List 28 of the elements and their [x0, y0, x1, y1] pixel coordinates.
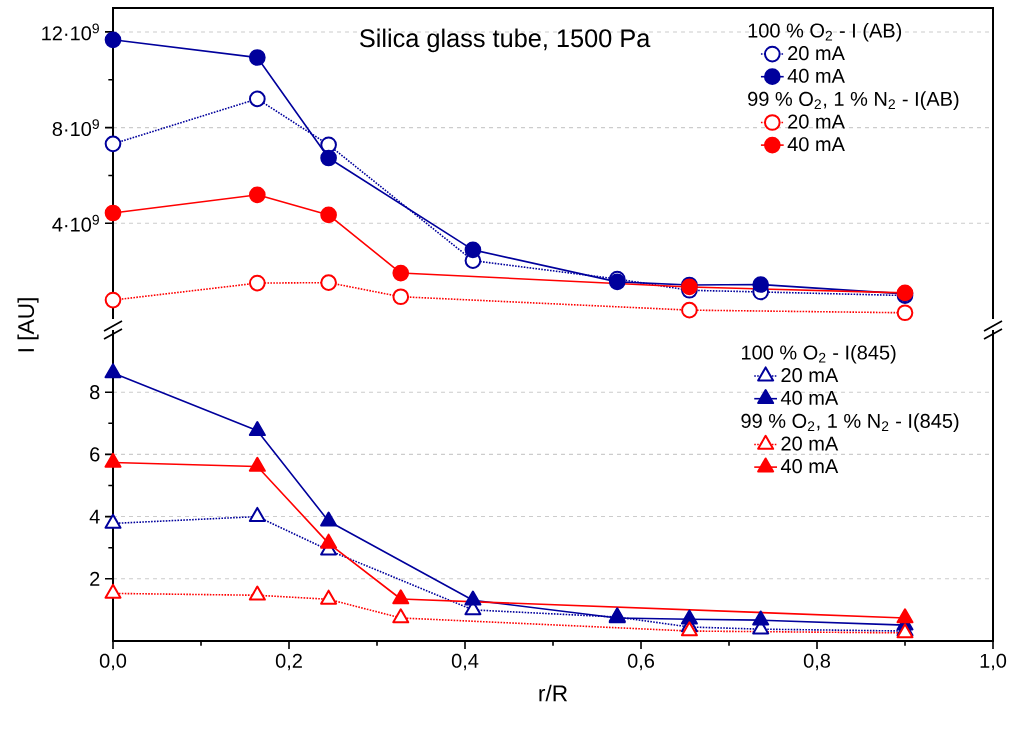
text: Silica glass tube, 1500 Pa — [360, 28, 651, 53]
x-tick-label: 0,8 — [803, 653, 831, 671]
y-tick-label: 12·10$^{9}$ — [42, 23, 99, 41]
legend-label: 40 mA — [780, 390, 839, 405]
legend-label: 20 mA — [781, 436, 839, 451]
y-tick-label: 8 — [90, 385, 100, 400]
legend-label: 40 mA — [787, 137, 845, 152]
annotation: 99 % O$_{2}$, 1 % N$_{2}$ - I(AB) — [748, 91, 959, 110]
y-axis-title: I [AU] — [17, 298, 39, 352]
y-tick-label: 4 — [89, 509, 100, 524]
x-tick-label: 0,2 — [275, 653, 302, 671]
x-tick-label: 0,0 — [99, 653, 127, 671]
x-tick-label: 0,6 — [627, 653, 655, 671]
x-axis-title: r/R — [539, 684, 568, 702]
legend-label: 40 mA — [787, 68, 845, 83]
annotation: 100 % O$_{2}$ - I(845) — [742, 344, 896, 364]
annotation: 99 % O$_{2}$, 1 % N$_{2}$ - I(845) — [741, 413, 959, 432]
y-tick-label: 8·10$^{9}$ — [52, 119, 99, 137]
y-tick-label: 2 — [90, 571, 100, 586]
y-tick-label: 6 — [90, 447, 100, 462]
y-tick-label: 4·10$^{9}$ — [52, 214, 99, 232]
legend-label: 20 mA — [781, 368, 839, 383]
legend-label: 20 mA — [788, 114, 845, 129]
annotation: 100 % O$_{2}$ - I (AB) — [748, 22, 902, 42]
legend-label: 20 mA — [788, 46, 845, 61]
x-tick-label: 1,0 — [980, 653, 1007, 671]
x-tick-label: 0,4 — [451, 653, 479, 671]
legend-label: 40 mA — [780, 459, 839, 474]
